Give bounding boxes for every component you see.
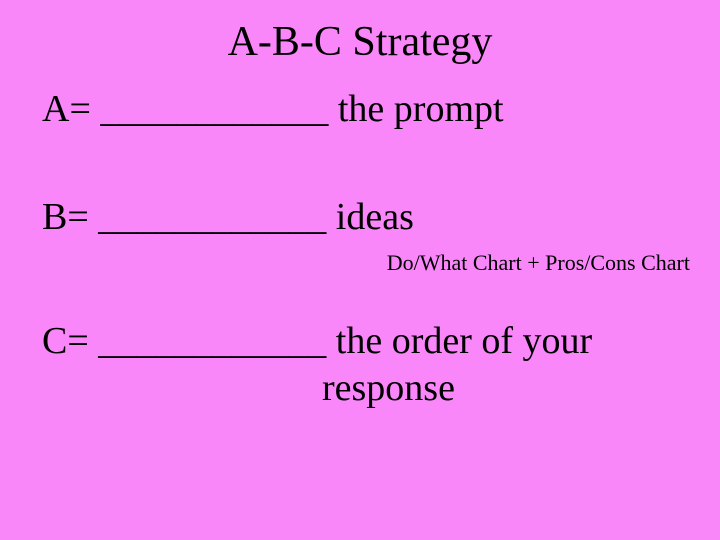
- line-a-prefix: A=: [42, 88, 91, 130]
- line-b-suffix: ideas: [336, 196, 414, 238]
- line-b-prefix: B=: [42, 196, 89, 238]
- line-b-note: Do/What Chart + Pros/Cons Chart: [387, 250, 690, 276]
- line-c-blank: ____________: [98, 320, 326, 362]
- slide-title: A-B-C Strategy: [0, 18, 720, 66]
- line-c: C= ____________ the order of your: [42, 320, 682, 364]
- line-b-blank: ____________: [98, 196, 326, 238]
- line-a-blank: ____________: [100, 88, 328, 130]
- line-c-suffix2: response: [322, 366, 455, 410]
- line-a: A= ____________ the prompt: [42, 88, 682, 132]
- line-c-suffix1: the order of your: [336, 320, 592, 362]
- line-a-suffix: the prompt: [338, 88, 504, 130]
- line-c-prefix: C=: [42, 320, 89, 362]
- line-b: B= ____________ ideas: [42, 196, 682, 240]
- slide: A-B-C Strategy A= ____________ the promp…: [0, 0, 720, 540]
